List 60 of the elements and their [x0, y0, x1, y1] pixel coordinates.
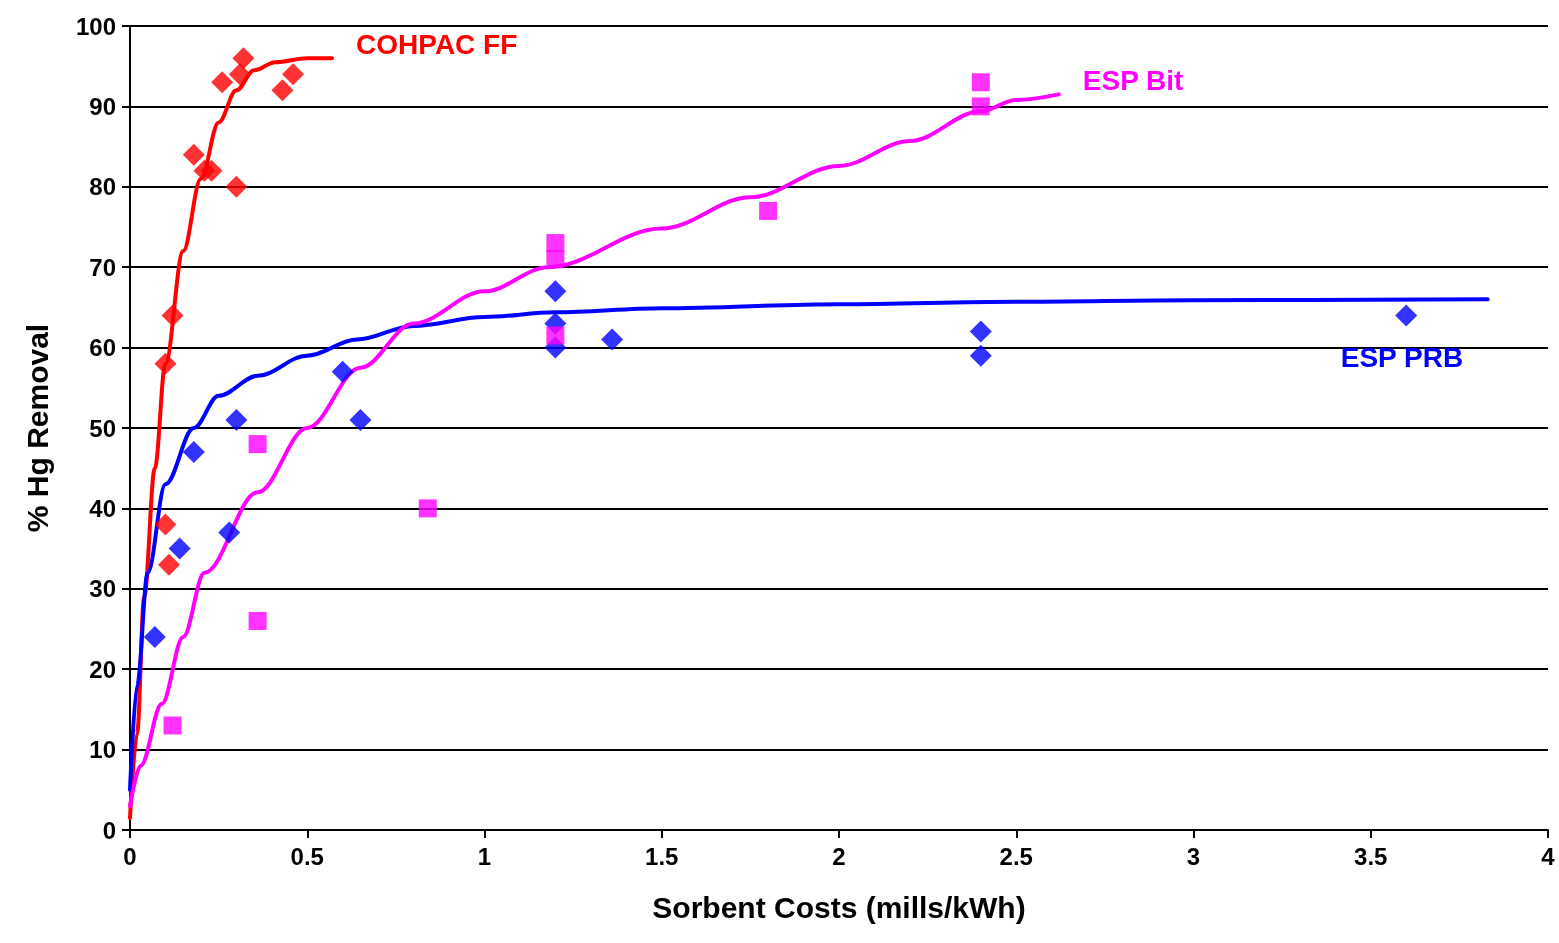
y-tick-label: 50 — [89, 414, 116, 442]
point — [218, 521, 241, 544]
y-tick-label: 70 — [89, 253, 116, 281]
y-tick-label: 60 — [89, 334, 116, 362]
point — [154, 352, 177, 375]
x-tick-label: 0 — [123, 842, 137, 870]
point — [601, 328, 624, 351]
x-tick-label: 1 — [477, 842, 492, 870]
point — [971, 97, 990, 116]
y-tick-label: 90 — [89, 92, 116, 120]
point — [969, 344, 992, 367]
y-tick-label: 0 — [102, 816, 116, 844]
point — [759, 201, 778, 220]
y-tick-label: 20 — [89, 655, 116, 683]
point — [969, 320, 992, 343]
point — [157, 553, 180, 576]
x-tick-label: 4 — [1541, 842, 1556, 870]
point — [248, 435, 267, 454]
x-axis-title: Sorbent Costs (mills/kWh) — [652, 890, 1026, 924]
series-label: COHPAC FF — [356, 28, 518, 60]
series-label: ESP Bit — [1082, 64, 1184, 96]
point — [271, 79, 294, 102]
series-label: ESP PRB — [1340, 341, 1464, 373]
point — [418, 499, 437, 518]
y-axis-title: % Hg Removal — [20, 323, 54, 533]
y-tick-label: 30 — [89, 575, 116, 603]
point — [349, 408, 372, 431]
point — [163, 716, 182, 735]
x-tick-label: 2.5 — [999, 842, 1033, 870]
point — [154, 513, 177, 536]
x-tick-label: 2 — [832, 842, 846, 870]
y-tick-label: 10 — [89, 736, 116, 764]
point — [143, 626, 166, 649]
point — [182, 441, 205, 464]
point — [546, 250, 565, 269]
point — [546, 326, 565, 345]
x-tick-label: 3.5 — [1354, 842, 1388, 870]
point — [200, 159, 223, 182]
point — [225, 175, 248, 198]
point — [1395, 304, 1418, 327]
x-tick-label: 3 — [1186, 842, 1201, 870]
point — [168, 537, 191, 560]
point — [282, 63, 305, 86]
line-series — [128, 92, 1061, 808]
y-tick-label: 100 — [75, 12, 116, 40]
point — [232, 47, 255, 70]
x-tick-label: 0.5 — [290, 842, 324, 870]
point — [544, 280, 567, 303]
y-tick-label: 80 — [89, 173, 116, 201]
point — [248, 611, 267, 630]
point — [225, 408, 248, 431]
point — [182, 143, 205, 166]
line-series — [128, 297, 1490, 792]
point — [161, 304, 184, 327]
point — [971, 73, 990, 92]
y-tick-label: 40 — [89, 494, 116, 522]
point — [228, 63, 251, 86]
x-tick-label: 1.5 — [645, 842, 679, 870]
point — [331, 360, 354, 383]
point — [211, 71, 234, 94]
